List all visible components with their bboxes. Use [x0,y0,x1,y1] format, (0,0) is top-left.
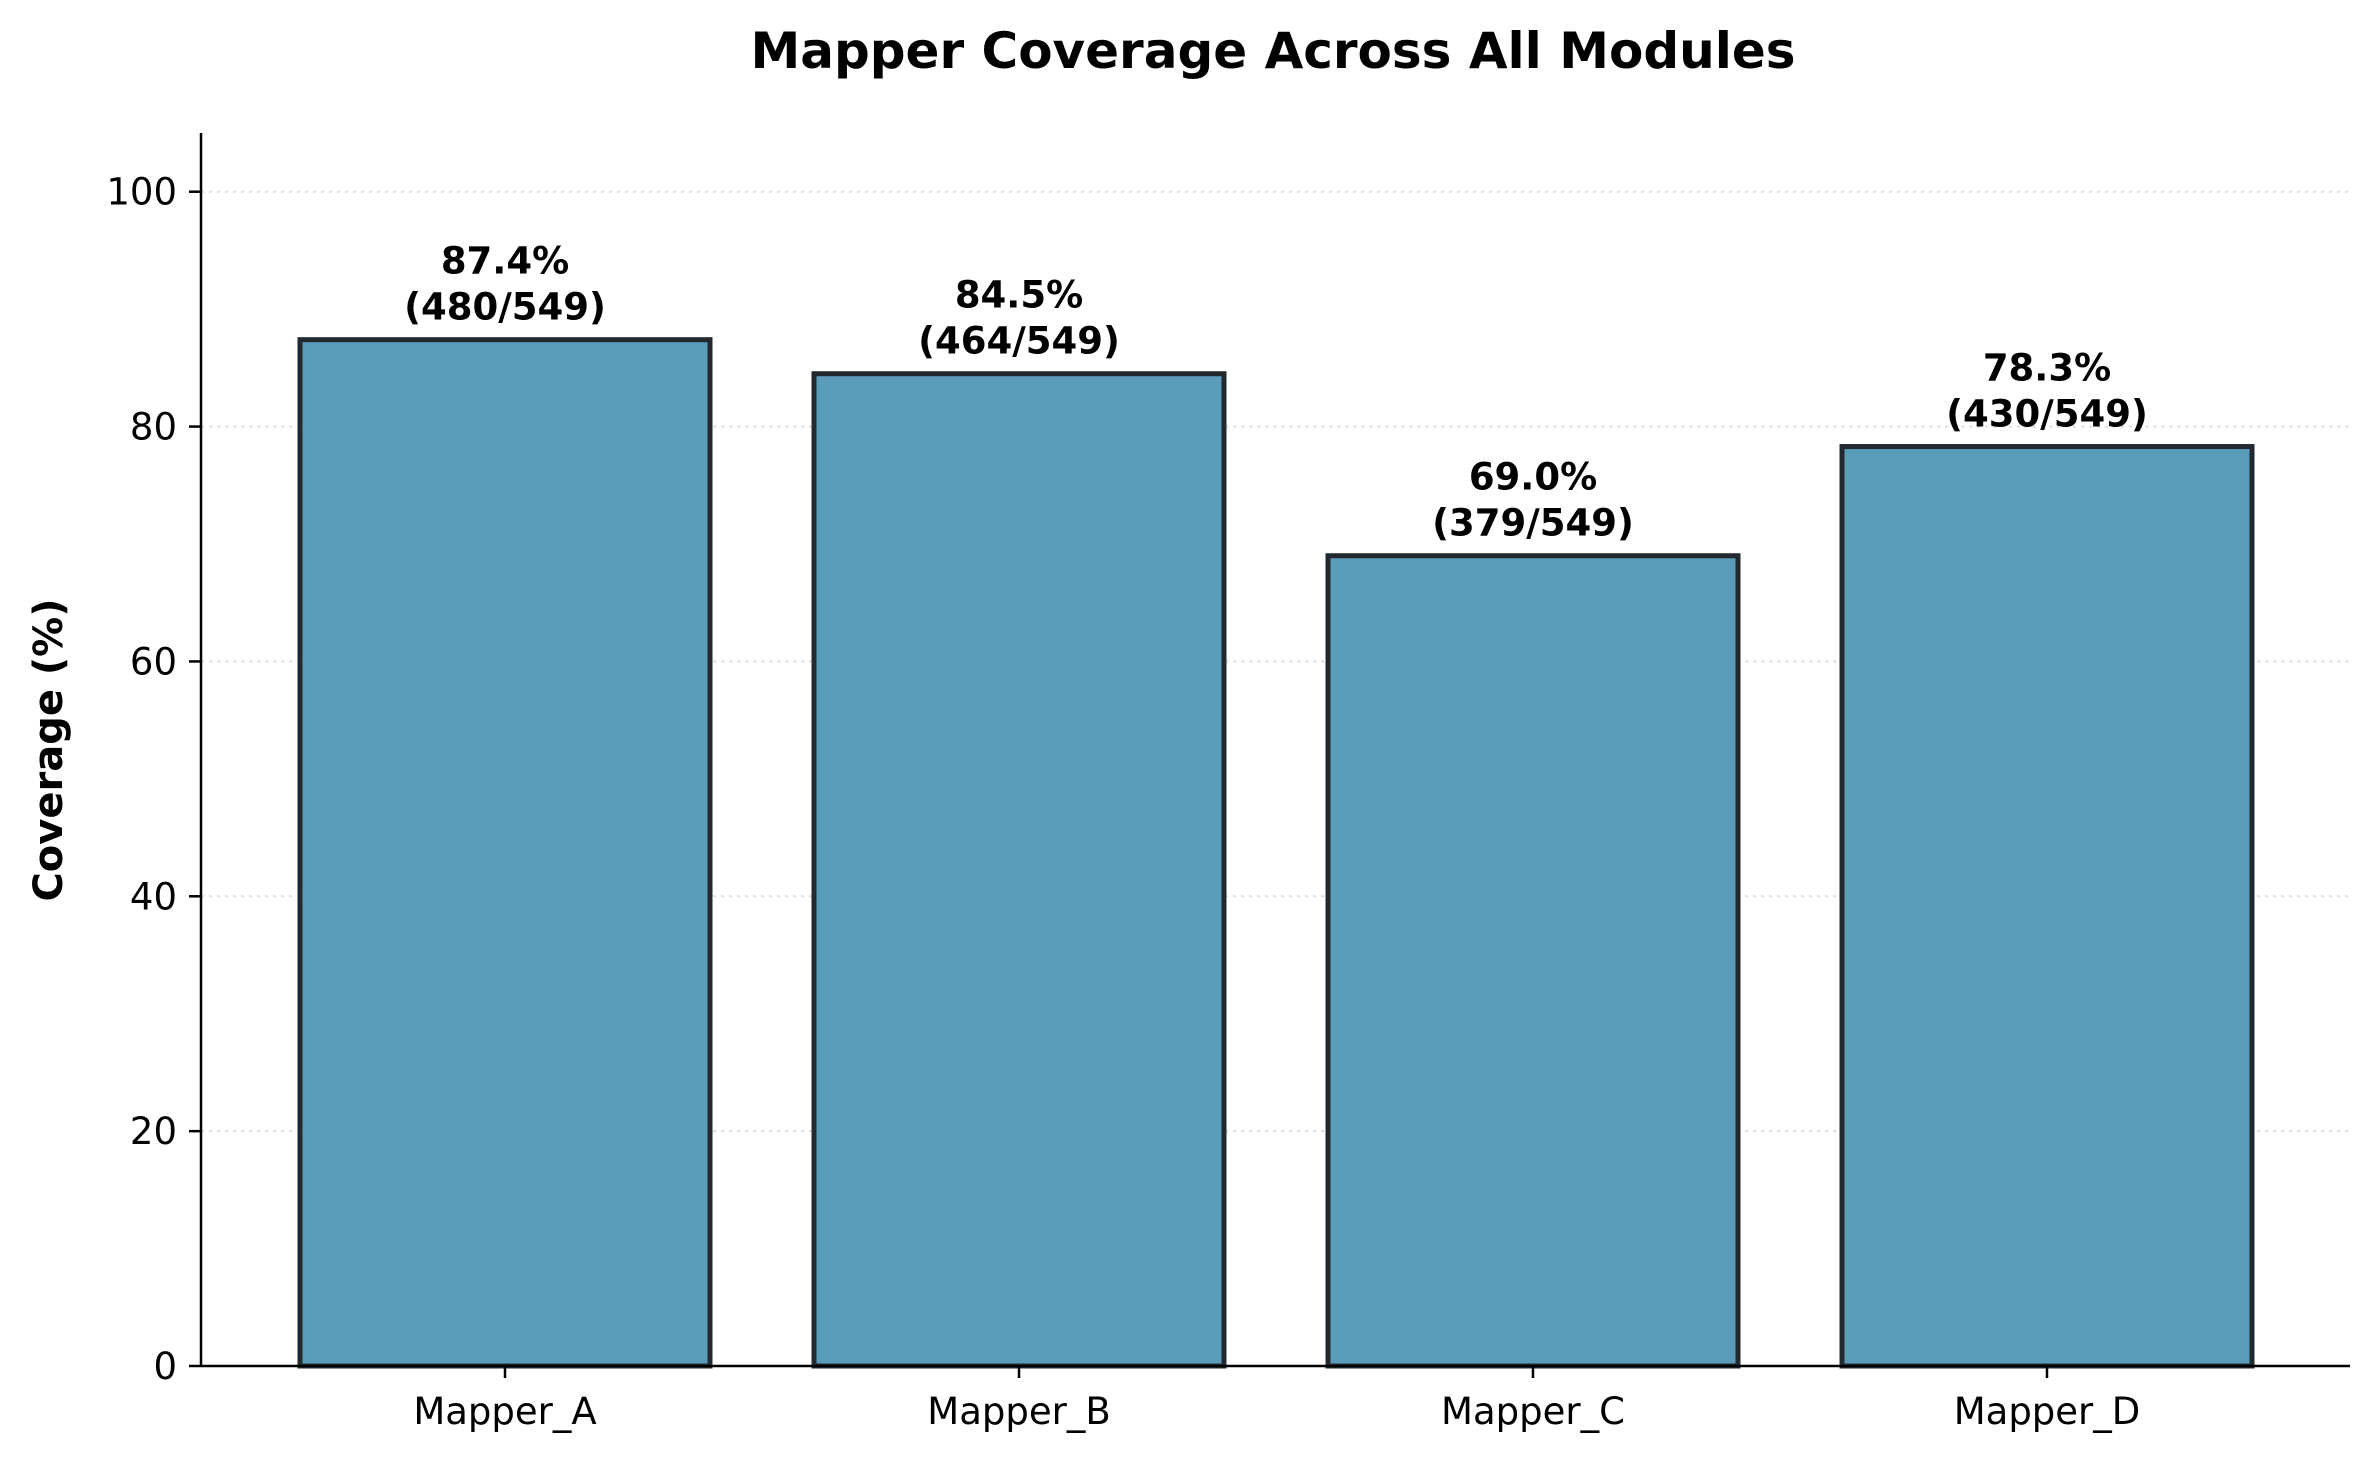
data-label-count: (480/549) [404,286,606,329]
y-tick-label: 40 [130,875,177,918]
bar [1325,553,1741,1369]
bar [811,371,1227,1369]
axes: 0 20 40 60 80 100 Mapper_A Mapper_B Mapper_C Mapp… [106,133,2350,1433]
data-label-percent: 78.3% [1983,347,2111,390]
data-label-count: (430/549) [1946,393,2148,436]
y-axis-label: Coverage (%) [26,598,72,901]
y-tick-label: 0 [153,1345,177,1388]
bar [1839,444,2255,1369]
data-label-count: (379/549) [1432,502,1634,545]
y-tick-label: 80 [130,406,177,449]
data-labels: 87.4%(480/549) 84.5%(464/549) 69.0%(379/54… [404,240,2148,545]
gridlines [201,190,2350,1133]
x-tick-label: Mapper_D [1954,1390,2141,1433]
y-tick-label: 20 [130,1110,177,1153]
y-tick-label: 100 [106,171,177,214]
data-label-count: (464/549) [918,320,1120,363]
data-label-percent: 69.0% [1469,456,1597,499]
y-tick-label: 60 [130,640,177,683]
bar [297,337,713,1369]
x-tick-label: Mapper_C [1441,1390,1625,1433]
x-tick-label: Mapper_A [413,1390,596,1433]
x-tick-label: Mapper_B [927,1390,1110,1433]
chart-title: Mapper Coverage Across All Modules [750,22,1795,80]
data-label-percent: 87.4% [441,240,569,283]
data-label-percent: 84.5% [955,274,1083,317]
bars [297,337,2255,1369]
